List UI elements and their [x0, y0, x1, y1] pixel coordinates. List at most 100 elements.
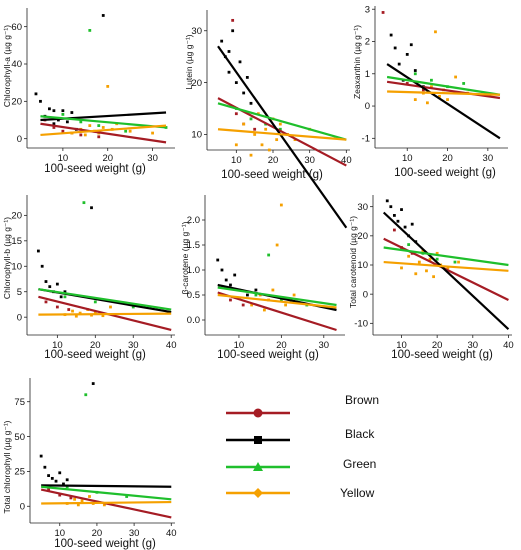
point-green: [82, 201, 86, 205]
point-yellow: [88, 495, 91, 498]
axes-zeaxanthin: 10 20 30 -1 0 1 2 3: [362, 4, 508, 164]
point-black: [90, 206, 93, 210]
point-black: [413, 69, 417, 72]
panel-zeaxanthin: 10 20 30 -1 0 1 2 3 Zeaxanthin (µg g⁻¹) 100-see…: [352, 4, 508, 179]
point-yellow: [151, 131, 154, 135]
point-black: [231, 29, 235, 33]
point-black: [389, 205, 393, 209]
x-tick-label: 20: [442, 153, 453, 164]
x-axis-label-zeaxanthin: 100-seed weight (g): [394, 167, 496, 179]
point-yellow: [438, 94, 441, 98]
fit-line-green: [38, 288, 172, 311]
y-tick-label: 0: [365, 101, 370, 112]
y-axis-label-chlorophyll-b: Chlorophyll-b (µg g⁻¹): [2, 217, 12, 299]
y-axis-label-lutein: Lutein (µg g⁻¹): [184, 34, 194, 89]
fit-line-black: [382, 211, 510, 330]
point-green: [430, 78, 433, 82]
point-brown: [79, 133, 83, 137]
x-tick-label: 10: [396, 340, 407, 351]
y-tick-label: 20: [191, 78, 202, 89]
y-tick-label: 0: [17, 312, 22, 323]
point-brown: [61, 129, 65, 133]
x-axis-label-lutein: 100-seed weight (g): [221, 169, 323, 181]
x-tick-label: 20: [432, 340, 443, 351]
fit-line-green: [41, 485, 172, 501]
point-black: [65, 120, 69, 124]
x-tick-label: 40: [166, 340, 177, 351]
y-axis-label-total-carotenoid: Total carotenoid (µg g⁻¹): [348, 216, 358, 308]
marks-zeaxanthin: [381, 11, 501, 140]
point-black: [36, 249, 40, 253]
marks-total-chlorophyll: [39, 382, 172, 519]
x-tick-label: 10: [402, 153, 413, 164]
point-green: [84, 393, 88, 397]
point-black: [216, 258, 220, 262]
point-yellow: [414, 272, 418, 276]
point-yellow: [425, 269, 428, 273]
point-yellow: [106, 85, 110, 88]
point-green: [125, 495, 129, 498]
x-tick-label: 10: [58, 153, 69, 164]
point-black: [254, 288, 258, 292]
y-tick-label: 60: [11, 22, 22, 33]
point-black: [63, 290, 67, 294]
marks-chlorophyll-b: [36, 201, 172, 331]
x-axis-label-total-chlorophyll: 100-seed weight (g): [54, 538, 156, 550]
point-brown: [47, 488, 50, 491]
point-yellow: [74, 314, 78, 318]
fit-line-yellow: [387, 90, 500, 96]
point-black: [39, 99, 42, 103]
panel-total-carotenoid: 10 20 30 40 -10 0 10 20 30 Total carotenoid (µg …: [348, 195, 514, 361]
x-tick-label: 30: [129, 528, 140, 539]
point-black: [50, 476, 54, 480]
y-axis-label-zeaxanthin: Zeaxanthin (µg g⁻¹): [352, 25, 362, 99]
legend-label-yellow: Yellow: [340, 486, 375, 500]
point-yellow: [234, 143, 238, 147]
point-green: [97, 124, 101, 127]
x-tick-label: 10: [234, 340, 245, 351]
point-yellow: [279, 203, 283, 207]
point-green: [65, 485, 69, 489]
fit-line-yellow: [40, 124, 167, 137]
point-black: [44, 280, 48, 283]
fit-line-green: [217, 102, 347, 141]
y-tick-label: 0: [20, 501, 25, 512]
point-yellow: [260, 143, 264, 147]
point-green: [88, 29, 92, 32]
point-brown: [405, 82, 409, 85]
point-yellow: [101, 126, 105, 129]
point-black: [59, 295, 63, 299]
x-axis-label-total-carotenoid: 100-seed weight (g): [391, 349, 493, 361]
point-yellow: [278, 122, 282, 126]
point-green: [93, 300, 97, 304]
point-green: [131, 305, 135, 309]
point-yellow: [101, 314, 105, 318]
fit-line-brown: [40, 122, 167, 144]
legend-label-green: Green: [343, 457, 376, 471]
point-black: [91, 382, 95, 385]
point-black: [389, 33, 393, 37]
y-tick-label: 25: [14, 467, 25, 478]
marks-total-carotenoid: [382, 199, 510, 330]
point-yellow: [80, 499, 84, 503]
point-green: [435, 257, 439, 261]
point-yellow: [128, 129, 132, 133]
point-yellow: [76, 503, 80, 507]
x-axis-label-beta-carotene: 100-seed weight (g): [217, 349, 319, 361]
fit-line-brown: [386, 80, 501, 100]
y-tick-label: 50: [14, 432, 25, 443]
point-yellow: [454, 75, 458, 79]
x-tick-label: 20: [276, 340, 287, 351]
point-black: [403, 225, 407, 229]
point-black: [52, 122, 56, 126]
y-tick-label: 15: [11, 236, 22, 247]
y-tick-label: 2.0: [187, 215, 200, 226]
point-green: [462, 82, 466, 85]
y-tick-label: 75: [14, 397, 25, 408]
point-black: [101, 14, 105, 17]
point-yellow: [413, 98, 417, 101]
fit-line-black: [217, 45, 348, 229]
point-black: [48, 285, 52, 289]
fit-line-green: [40, 115, 167, 129]
